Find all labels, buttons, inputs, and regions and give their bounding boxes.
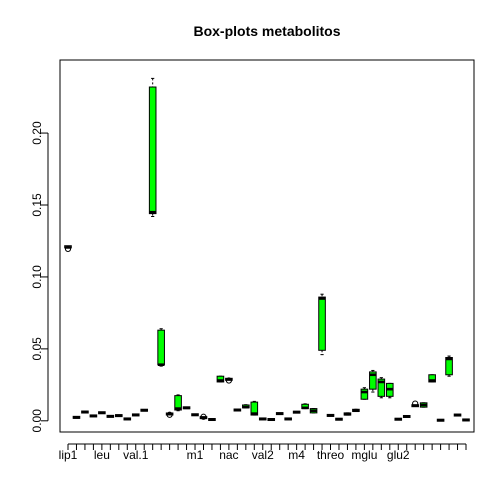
box-25 [267, 418, 276, 422]
y-tick-label: 0.15 [30, 193, 44, 217]
box-19 [216, 375, 225, 383]
box-body [369, 371, 377, 390]
box-37 [369, 369, 377, 393]
x-tick-label: m1 [187, 448, 204, 462]
y-tick-label: 0.00 [30, 409, 44, 433]
x-axis: lip1 leu val.1 m1 nac val2 m4 threo mglu glu2 [59, 443, 467, 462]
box-33 [335, 417, 343, 421]
box-32 [326, 413, 335, 417]
box-body [445, 357, 453, 376]
box-23 [250, 400, 259, 416]
outlier-point [64, 245, 72, 252]
x-tick-label: val.1 [123, 448, 149, 462]
box-42 [411, 400, 419, 408]
x-tick-label: leu [94, 448, 110, 462]
box-30 [309, 408, 318, 414]
box-18 [208, 418, 216, 422]
plot-frame [59, 59, 475, 433]
x-tick-label: val2 [252, 448, 274, 462]
box-40 [394, 417, 403, 421]
y-tick-label: 0.05 [30, 337, 44, 361]
box-12 [157, 328, 165, 367]
box-body [428, 374, 436, 383]
box-44 [428, 374, 436, 383]
box-1 [64, 245, 72, 252]
x-tick-label: nac [219, 448, 238, 462]
box-46 [445, 355, 453, 377]
box-47 [453, 413, 462, 417]
box-10 [140, 408, 149, 412]
box-21 [233, 408, 242, 412]
box-26 [275, 412, 284, 416]
box-11 [148, 77, 157, 218]
box-20 [225, 377, 233, 384]
box-8 [123, 417, 132, 421]
box-34 [343, 412, 352, 416]
box-29 [301, 403, 309, 410]
box-28 [292, 410, 301, 414]
box-body [377, 378, 386, 397]
boxes-group [64, 77, 470, 422]
box-35 [352, 408, 360, 413]
box-41 [402, 414, 411, 418]
outlier-point [166, 411, 173, 418]
box-5 [98, 411, 106, 415]
box-39 [385, 382, 394, 399]
box-43 [419, 402, 428, 408]
x-tick-label: threo [317, 448, 345, 462]
box-36 [360, 387, 369, 400]
box-body [174, 395, 182, 411]
x-tick-label: mglu [351, 448, 377, 462]
box-24 [258, 417, 267, 421]
box-45 [436, 418, 445, 422]
x-tick-label: lip1 [59, 448, 78, 462]
x-tick-label: glu2 [387, 448, 410, 462]
y-tick-label: 0.10 [30, 265, 44, 289]
outlier-point [200, 413, 207, 420]
box-14 [174, 394, 182, 412]
y-axis: 0.00 0.05 0.10 0.15 0.20 [30, 121, 49, 433]
y-tick-label: 0.20 [30, 121, 44, 145]
box-15 [182, 406, 191, 410]
box-27 [284, 417, 292, 421]
box-2 [72, 415, 81, 419]
x-tick-label: m4 [288, 448, 305, 462]
chart-title: Box-plots metabolitos [193, 23, 340, 39]
box-6 [106, 414, 115, 418]
box-13 [165, 411, 174, 418]
box-body [216, 375, 225, 383]
box-9 [131, 413, 140, 417]
box-3 [81, 410, 89, 414]
box-38 [377, 377, 386, 399]
box-7 [115, 414, 123, 418]
box-body [148, 86, 157, 215]
box-body [157, 329, 165, 366]
box-body [360, 388, 369, 400]
box-body [250, 401, 259, 416]
box-22 [242, 404, 250, 409]
outlier-point [412, 400, 419, 407]
box-body [318, 296, 326, 351]
box-31 [318, 293, 326, 356]
outlier-point [225, 377, 232, 384]
box-17 [199, 413, 208, 420]
box-4 [89, 414, 98, 418]
box-16 [191, 413, 199, 417]
box-48 [462, 418, 470, 422]
